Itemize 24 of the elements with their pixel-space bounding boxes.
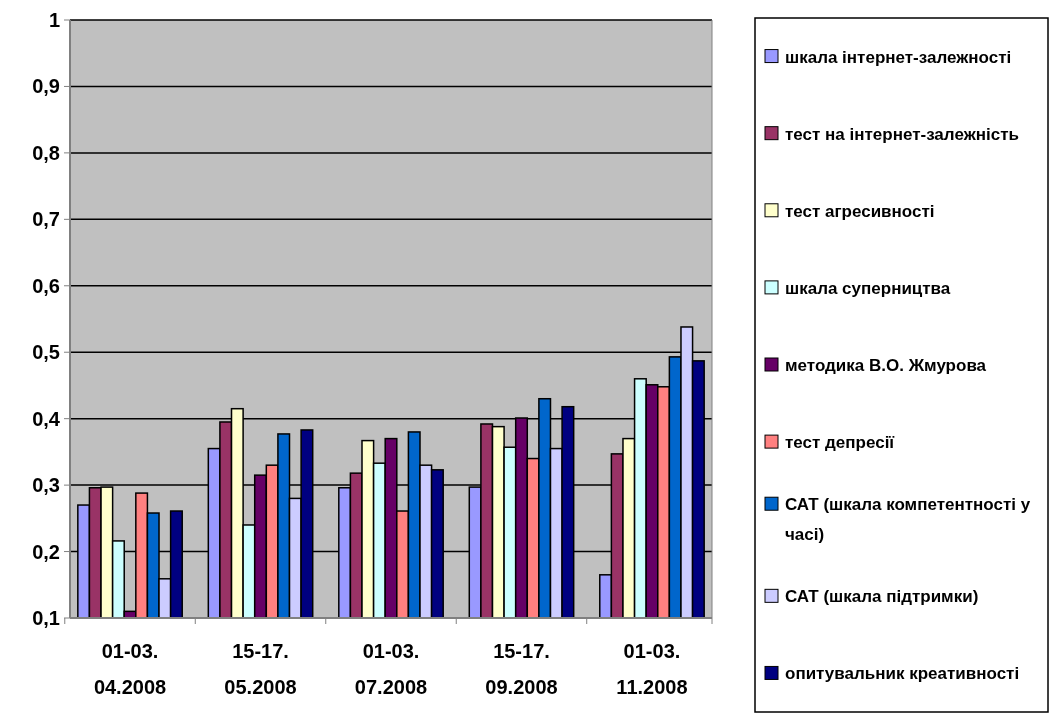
y-tick-label: 0,1 xyxy=(32,607,60,629)
y-tick-label: 0,2 xyxy=(32,540,60,563)
legend-label: тест депресії xyxy=(785,433,896,453)
legend-label: САТ (шкала підтримки) xyxy=(785,587,979,607)
x-tick-label: 01-03. 11.2008 xyxy=(616,640,688,698)
y-tick-label: 0,4 xyxy=(32,407,61,430)
x-tick-label: 01-03. 04.2008 xyxy=(93,640,167,698)
x-tick-label: 15-17. 09.2008 xyxy=(485,640,558,698)
y-tick-label: 0,9 xyxy=(32,75,60,98)
legend-label: опитувальник креативності xyxy=(785,664,1020,684)
x-tick-label: 15-17. 05.2008 xyxy=(224,640,297,698)
y-tick-label: 0,8 xyxy=(32,141,60,164)
y-tick-label: 0,5 xyxy=(32,341,60,364)
legend-label: САТ (шкала компетентності у часі) xyxy=(785,495,1031,545)
y-tick-label: 1 xyxy=(48,9,60,31)
y-tick-label: 0,6 xyxy=(32,274,60,297)
y-tick-label: 0,3 xyxy=(32,474,60,497)
legend-label: тест агресивності xyxy=(785,201,935,221)
y-tick-label: 0,7 xyxy=(32,208,60,231)
x-tick-label: 01-03. 07.2008 xyxy=(354,640,428,698)
legend-label: шкала інтернет-залежності xyxy=(785,47,1012,67)
legend-label: методика В.О. Жмурова xyxy=(785,355,987,375)
legend-label: тест на інтернет-залежність xyxy=(785,124,1019,144)
legend-label: шкала суперництва xyxy=(785,278,951,298)
